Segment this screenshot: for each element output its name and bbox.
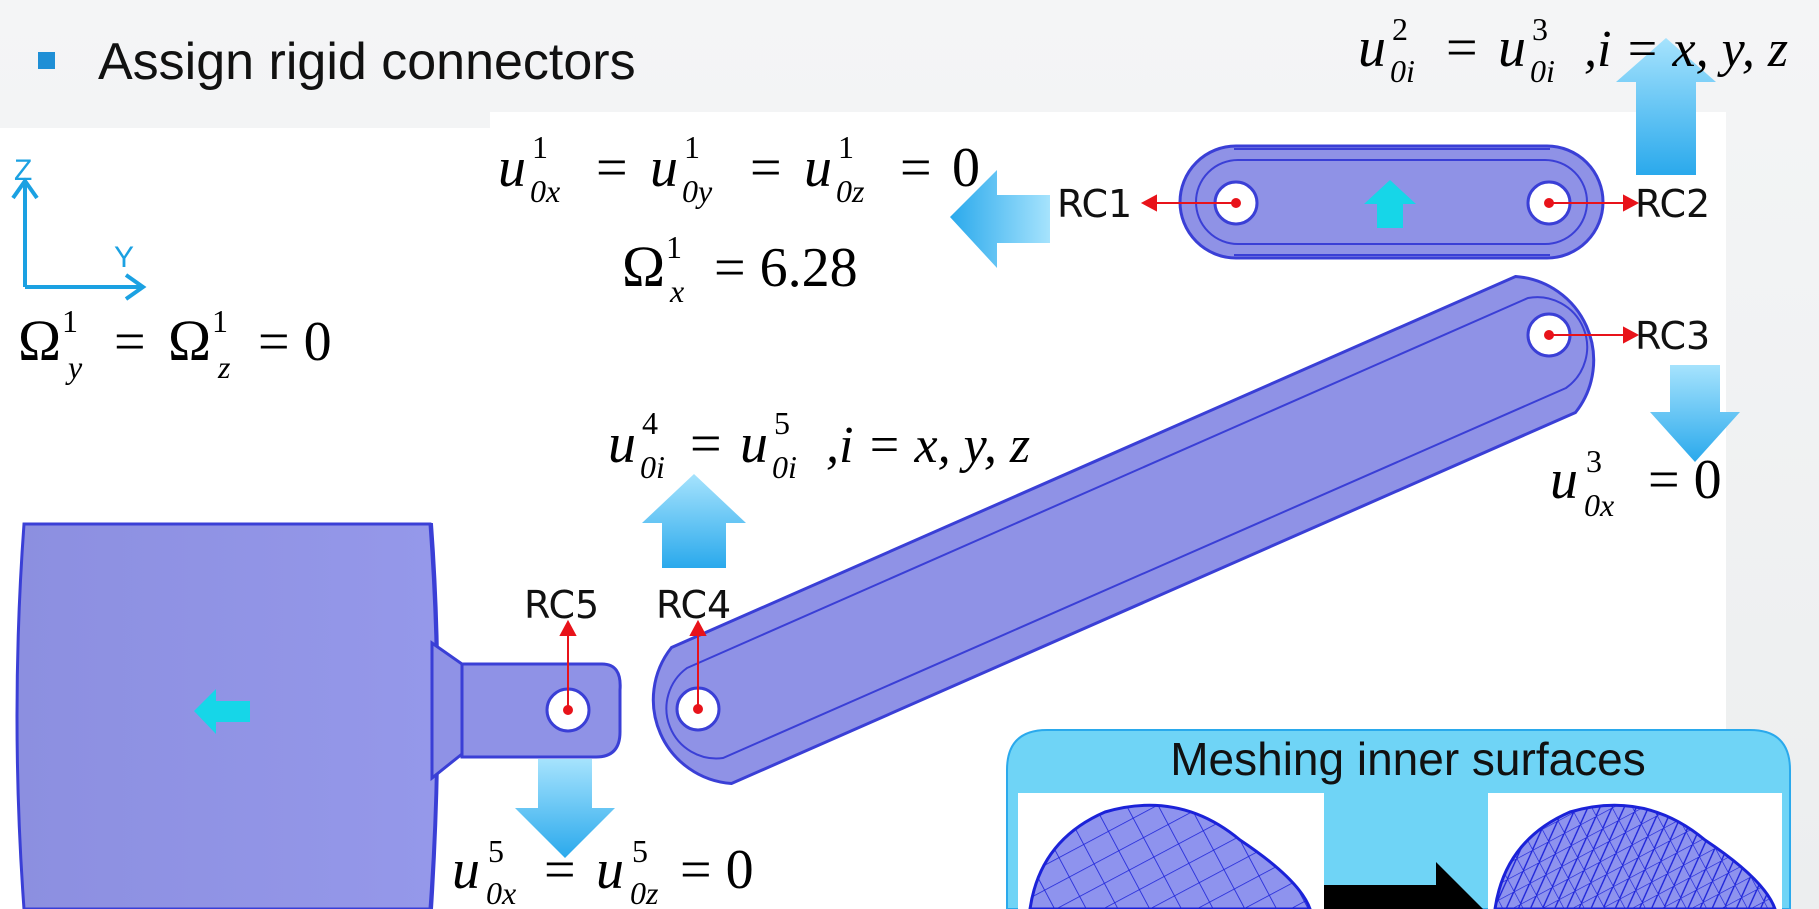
svg-text:=: = [900,137,932,199]
svg-text:0i: 0i [1530,53,1555,89]
svg-text:0i: 0i [640,449,665,485]
svg-text:5: 5 [774,405,790,441]
svg-text:0i: 0i [772,449,797,485]
z-axis-label: Z [14,154,32,187]
svg-text:=: = [1446,17,1478,79]
svg-text:5: 5 [488,833,504,869]
arrow-down-rc5-icon [515,759,615,858]
svg-text:u: u [498,137,526,199]
svg-text:4: 4 [642,405,658,441]
piston-direction-icon [194,689,250,734]
axis-triad: Z Y [11,154,147,301]
svg-text:z: z [217,349,231,385]
rc5-label: RC5 [524,583,599,627]
svg-text:= 0: = 0 [258,311,332,373]
rc1-label: RC1 [1057,182,1132,226]
rc4-label: RC4 [656,583,731,627]
svg-text:0z: 0z [836,173,865,209]
svg-text:u: u [596,839,624,901]
rc4-connector-marker [689,619,707,714]
equation-rc1-displacement: u 1 0x = u 1 0y = u 1 0z = 0 [498,129,980,209]
svg-text:1: 1 [838,129,854,165]
bullet-text: Assign rigid connectors [98,33,636,91]
svg-text:= 0: = 0 [680,839,754,901]
equation-rc2-rc3-coupling: u 2 0i = u 3 0i ,i = x, y, z [1358,11,1788,89]
y-axis-label: Y [114,241,134,274]
rc3-label: RC3 [1635,314,1710,358]
rc3-connector-marker [1544,326,1640,344]
svg-text:,i = x, y, z: ,i = x, y, z [826,417,1030,474]
svg-text:u: u [740,413,768,475]
svg-text:0x: 0x [486,875,516,909]
equation-rc3-displacement: u 3 0x = 0 [1550,443,1722,523]
arrow-down-rc3-icon [1650,365,1740,462]
rc2-label: RC2 [1635,182,1710,226]
svg-text:u: u [650,137,678,199]
svg-text:0x: 0x [530,173,560,209]
svg-text:=: = [544,839,576,901]
svg-text:1: 1 [532,129,548,165]
svg-text:Ω: Ω [622,234,665,299]
fine-mesh-image [1493,803,1777,909]
equation-rc4-rc5-coupling: u 4 0i = u 5 0i ,i = x, y, z [608,405,1030,485]
svg-text:0i: 0i [1390,53,1415,89]
svg-text:u: u [608,413,636,475]
svg-text:=: = [596,137,628,199]
svg-text:2: 2 [1392,11,1408,47]
svg-text:= 6.28: = 6.28 [714,237,858,299]
svg-text:3: 3 [1532,11,1548,47]
bullet-marker-icon [38,52,55,69]
svg-text:=: = [690,413,722,475]
svg-text:0z: 0z [630,875,659,909]
transform-arrow-icon [1324,862,1483,909]
arrow-left-rc1-icon [950,170,1050,268]
equation-rc1-fixed-rotation: Ω 1 y = Ω 1 z = 0 [18,303,332,385]
inset-title: Meshing inner surfaces [1170,733,1646,785]
svg-text:u: u [804,137,832,199]
coarse-mesh-image [1028,803,1312,909]
motion-direction-icon [1364,180,1416,228]
long-link-part [651,274,1596,786]
svg-text:=: = [114,311,146,373]
svg-text:1: 1 [62,303,78,339]
svg-text:,i = x, y, z: ,i = x, y, z [1584,21,1788,78]
svg-text:u: u [1550,449,1578,511]
svg-text:= 0: = 0 [1648,449,1722,511]
svg-text:5: 5 [632,833,648,869]
svg-text:0x: 0x [1584,487,1614,523]
equation-rc5-displacement: u 5 0x = u 5 0z = 0 [452,833,754,909]
rc2-connector-marker [1544,194,1640,212]
arrow-up-rc4-icon [642,474,746,568]
svg-text:y: y [65,349,83,385]
arrow-up-rc2-icon [1616,38,1716,175]
equation-rc1-rotation: Ω 1 x = 6.28 [622,229,858,309]
svg-text:Ω: Ω [18,308,61,373]
piston-part [15,522,622,909]
svg-text:1: 1 [666,229,682,265]
svg-text:x: x [669,273,684,309]
top-link-part [1178,144,1605,260]
svg-text:1: 1 [684,129,700,165]
meshing-inset: Meshing inner surfaces [1006,729,1791,909]
rc5-connector-marker [559,619,577,715]
svg-text:u: u [1498,17,1526,79]
svg-text:0: 0 [952,137,980,199]
svg-text:u: u [1358,17,1386,79]
svg-text:1: 1 [212,303,228,339]
svg-text:u: u [452,839,480,901]
rc1-connector-marker [1140,194,1241,212]
svg-text:=: = [750,137,782,199]
svg-text:Ω: Ω [168,308,211,373]
svg-text:0y: 0y [682,173,713,209]
svg-text:3: 3 [1586,443,1602,479]
